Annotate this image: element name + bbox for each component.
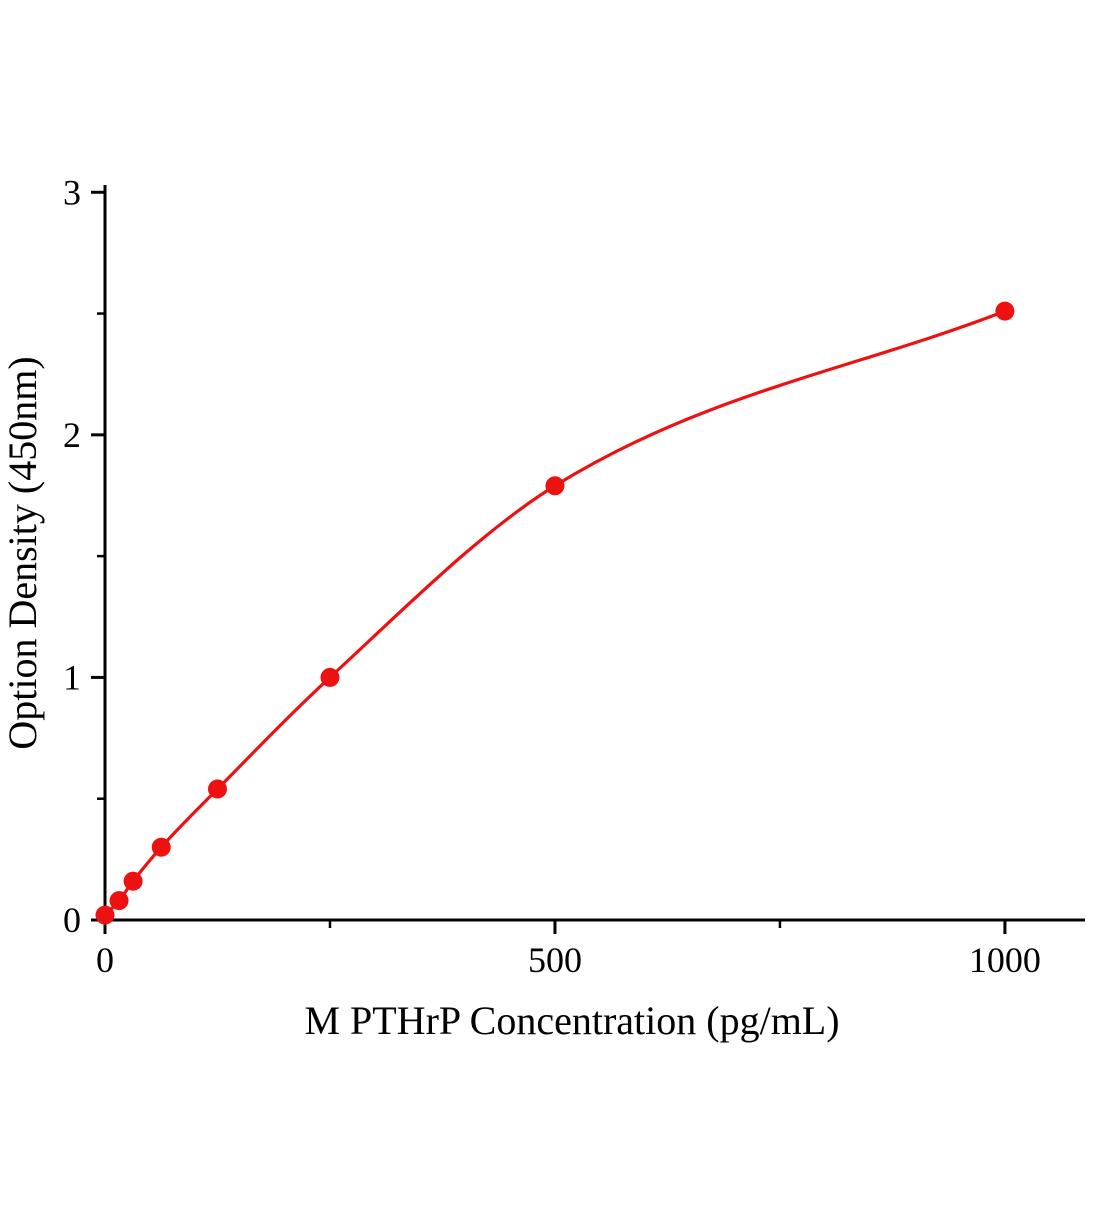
x-tick-label: 1000: [969, 940, 1041, 980]
plot-area: 0 500 1000 0 1 2 3: [63, 172, 1085, 980]
data-point: [995, 301, 1015, 321]
data-point: [545, 476, 565, 496]
data-point: [151, 837, 171, 857]
data-point: [123, 871, 143, 891]
y-tick-label: 2: [63, 415, 81, 455]
x-tick-label: 500: [528, 940, 582, 980]
y-tick-label: 1: [63, 657, 81, 697]
data-point: [95, 905, 115, 925]
data-point: [320, 667, 340, 687]
data-point: [207, 779, 227, 799]
curve-line: [103, 309, 1006, 917]
data-point: [109, 891, 129, 911]
y-tick-label: 3: [63, 172, 81, 212]
y-tick-label: 0: [63, 900, 81, 940]
y-axis-title: Option Density (450nm): [0, 356, 45, 749]
x-axis-title: M PTHrP Concentration (pg/mL): [304, 998, 839, 1043]
x-tick-label: 0: [96, 940, 114, 980]
